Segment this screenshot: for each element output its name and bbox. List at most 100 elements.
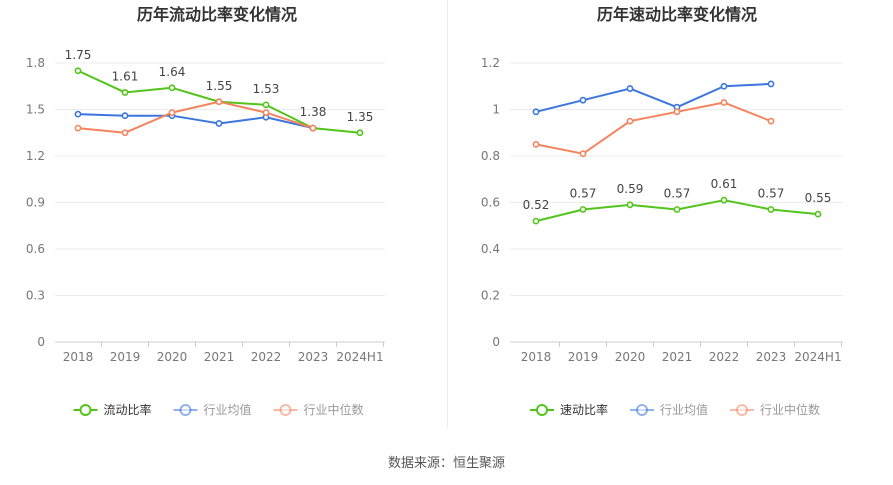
legend-item-3: 行业中位数 [273, 402, 364, 417]
y-tick-label: 0.4 [481, 242, 500, 256]
legend-item-1: 流动比率 [73, 402, 152, 417]
panel-divider [447, 0, 448, 428]
legend-swatch-marker [636, 404, 648, 416]
chart-panel-2: 历年速动比率变化情况 0 0.2 0.4 0.6 0.8 1 1.2 2018 2019 2020 2… [481, 5, 843, 417]
x-tick-label: 2018 [63, 350, 94, 364]
x-tick-label: 2020 [615, 350, 646, 364]
data-point [532, 217, 540, 225]
data-point [532, 108, 540, 116]
x-tick-label: 2019 [110, 350, 141, 364]
series-line-2 [535, 82, 772, 113]
legend-swatch-marker [79, 404, 92, 416]
series-line-3 [77, 100, 314, 134]
legend-label: 行业中位数 [760, 402, 820, 417]
x-tick-label: 2018 [521, 350, 552, 364]
data-point [262, 109, 270, 116]
chart-title: 历年流动比率变化情况 [137, 5, 297, 24]
x-tick-label: 2023 [756, 350, 787, 364]
data-label: 0.55 [805, 191, 832, 205]
data-point [626, 85, 634, 92]
data-label: 1.53 [253, 82, 280, 96]
data-point [673, 108, 681, 116]
data-label: 0.57 [664, 186, 691, 200]
y-tick-label: 0 [37, 335, 45, 349]
data-label: 0.59 [617, 182, 644, 196]
x-tick-label: 2024H1 [336, 350, 383, 364]
data-point [579, 150, 587, 158]
data-point [767, 80, 775, 88]
legend-swatch-marker [279, 404, 292, 416]
data-point [309, 124, 317, 132]
legend-item-1: 速动比率 [530, 402, 608, 417]
y-tick-label: 0.3 [26, 289, 45, 303]
x-tick-label: 2022 [709, 350, 740, 364]
y-tick-label: 0.9 [26, 196, 45, 210]
data-label: 1.35 [347, 110, 374, 124]
legend-swatch-marker [736, 404, 748, 416]
data-point [720, 82, 728, 90]
y-tick-label: 1.8 [26, 56, 45, 70]
data-point [168, 109, 176, 116]
data-label: 0.52 [523, 198, 550, 212]
y-tick-label: 0.6 [26, 242, 45, 256]
data-point [121, 112, 129, 120]
data-point [720, 99, 728, 106]
data-point [168, 84, 176, 92]
y-tick-label: 0.6 [481, 196, 500, 210]
legend-label: 行业均值 [204, 402, 252, 417]
data-source-note: 数据来源：恒生聚源 [387, 456, 505, 471]
series-line-3 [535, 101, 772, 155]
legend-item-2: 行业均值 [173, 402, 252, 417]
data-label: 1.64 [159, 65, 186, 79]
data-point [215, 98, 223, 106]
chart-title: 历年速动比率变化情况 [597, 5, 757, 24]
data-point [579, 96, 587, 104]
data-point [121, 129, 129, 137]
x-tick-label: 2020 [157, 350, 188, 364]
data-label: 0.57 [758, 186, 785, 200]
legend-label: 速动比率 [560, 402, 608, 417]
legend-label: 流动比率 [104, 402, 152, 417]
y-tick-label: 1.2 [481, 56, 500, 70]
data-label: 1.55 [206, 79, 233, 93]
data-point [262, 101, 270, 109]
legend-item-3: 行业中位数 [730, 402, 820, 417]
y-tick-label: 1.2 [26, 149, 45, 163]
data-point [215, 120, 223, 127]
series-line-2 [77, 113, 314, 130]
data-point [121, 89, 129, 96]
y-tick-label: 0.2 [481, 289, 500, 303]
legend-swatch-marker [179, 404, 192, 416]
data-point [532, 140, 540, 148]
data-point [579, 206, 587, 213]
legend-swatch-marker [536, 404, 548, 416]
legend-label: 行业中位数 [304, 402, 364, 417]
x-tick-label: 2021 [662, 350, 693, 364]
data-label: 1.38 [300, 105, 327, 119]
chart-panel-1: 历年流动比率变化情况 0 0.3 0.6 0.9 1.2 1.5 1.8 2018 2019 202… [26, 5, 385, 417]
data-point [767, 117, 775, 125]
x-tick-label: 2023 [298, 350, 329, 364]
data-label: 1.61 [112, 69, 139, 83]
x-tick-label: 2019 [568, 350, 599, 364]
y-tick-label: 0 [492, 335, 500, 349]
data-point [74, 67, 82, 75]
y-tick-label: 1.5 [26, 103, 45, 117]
data-label: 0.57 [570, 186, 597, 200]
legend-label: 行业均值 [660, 402, 708, 417]
data-point [74, 110, 82, 118]
data-label: 0.61 [711, 177, 738, 191]
data-point [626, 201, 634, 209]
x-tick-label: 2024H1 [794, 350, 841, 364]
legend-item-2: 行业均值 [630, 402, 708, 417]
y-tick-label: 1 [492, 103, 500, 117]
y-tick-label: 0.8 [481, 149, 500, 163]
data-point [74, 124, 82, 132]
x-tick-label: 2022 [251, 350, 282, 364]
data-point [626, 117, 634, 125]
x-tick-label: 2021 [204, 350, 235, 364]
data-label: 1.75 [65, 48, 92, 62]
data-point [814, 210, 822, 218]
